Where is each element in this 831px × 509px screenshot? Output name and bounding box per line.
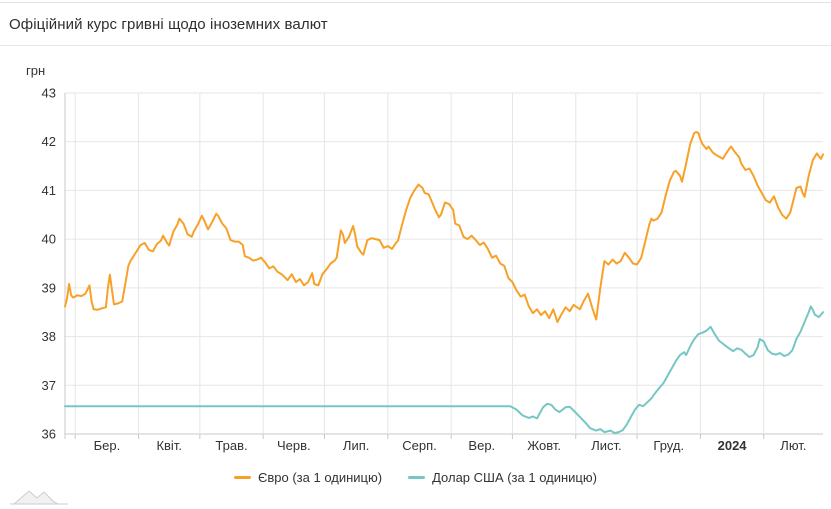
x-tick-label-Груд.: Груд.: [653, 438, 684, 453]
watermark-sparkline-icon: [10, 490, 68, 505]
series-line-euro: [64, 131, 824, 323]
y-tick-label-40: 40: [42, 232, 56, 247]
chart-header: Офіційний курс гривні щодо іноземних вал…: [0, 3, 831, 46]
x-tick-label-Лип.: Лип.: [343, 438, 369, 453]
y-tick-label-43: 43: [42, 86, 56, 101]
top-divider: [0, 2, 831, 3]
legend-label-euro: Євро (за 1 одиницю): [258, 470, 383, 485]
x-tick-label-Жовт.: Жовт.: [527, 438, 561, 453]
y-tick-label-36: 36: [42, 427, 56, 442]
x-tick-label-Квіт.: Квіт.: [156, 438, 182, 453]
legend-item-usd[interactable]: Долар США (за 1 одиницю): [408, 470, 597, 485]
y-tick-label-41: 41: [42, 183, 56, 198]
x-tick-label-2024: 2024: [718, 438, 748, 453]
x-tick-label-Серп.: Серп.: [402, 438, 437, 453]
page-title: Офіційний курс гривні щодо іноземних вал…: [9, 15, 328, 33]
legend-item-euro[interactable]: Євро (за 1 одиницю): [234, 470, 382, 485]
y-tick-label-38: 38: [42, 329, 56, 344]
x-tick-label-Лют.: Лют.: [780, 438, 806, 453]
x-tick-label-Трав.: Трав.: [215, 438, 247, 453]
x-tick-label-Черв.: Черв.: [277, 438, 311, 453]
y-tick-label-37: 37: [42, 378, 56, 393]
euro-line-swatch: [234, 476, 252, 479]
usd-line-swatch: [408, 476, 426, 479]
y-axis-unit-label: грн: [26, 63, 46, 78]
chart-legend: Євро (за 1 одиницю) Долар США (за 1 один…: [0, 470, 831, 485]
y-tick-label-42: 42: [42, 134, 56, 149]
legend-label-usd: Долар США (за 1 одиницю): [432, 470, 597, 485]
x-tick-label-Бер.: Бер.: [94, 438, 121, 453]
y-tick-label-39: 39: [42, 280, 56, 295]
x-tick-label-Лист.: Лист.: [591, 438, 621, 453]
series-line-usd: [64, 305, 824, 434]
x-tick-label-Вер.: Вер.: [468, 438, 495, 453]
